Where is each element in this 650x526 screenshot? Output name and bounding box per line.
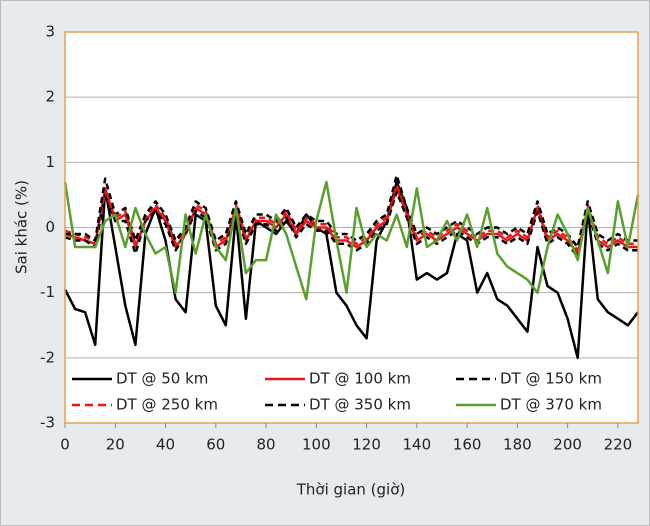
x-tick-label: 200: [553, 436, 582, 454]
x-tick-label: 140: [403, 436, 432, 454]
x-tick-label: 120: [352, 436, 381, 454]
x-tick-label: 0: [60, 436, 70, 454]
y-tick-label: 2: [45, 88, 55, 106]
plot-border: [64, 31, 639, 424]
series-line: [65, 174, 638, 249]
y-tick-label: 3: [45, 23, 55, 41]
legend-label: DT @ 50 km: [116, 370, 208, 388]
y-axis-label: Sai khác (%): [13, 180, 31, 274]
legend-label: DT @ 150 km: [500, 370, 602, 388]
x-tick-label: 40: [156, 436, 175, 454]
x-tick-label: 60: [206, 436, 225, 454]
x-tick-label: 80: [257, 436, 276, 454]
legend-label: DT @ 250 km: [116, 396, 218, 414]
legend: [69, 365, 635, 419]
y-tick-label: 0: [45, 218, 55, 236]
lines: [63, 174, 640, 360]
y-tick-label: 1: [45, 153, 55, 171]
y-tick-label: -1: [40, 283, 55, 301]
x-tick-label: 220: [604, 436, 633, 454]
legend-label: DT @ 370 km: [500, 396, 602, 414]
y-tick-label: -2: [40, 348, 55, 366]
legend-items: DT @ 50 km DT @ 100 km DT @ 150 km DT @ 250…: [72, 370, 602, 414]
x-tick-label: 160: [453, 436, 482, 454]
x-axis-label: Thời gian (giờ): [296, 481, 406, 499]
legend-label: DT @ 100 km: [309, 370, 411, 388]
legend-label: DT @ 350 km: [309, 396, 411, 414]
x-tick-label: 100: [302, 436, 331, 454]
x-tick-label: 20: [106, 436, 125, 454]
x-tick-label: 180: [503, 436, 532, 454]
series-line: [63, 180, 640, 301]
ticks: -3 -2 -1 0 1 2 3 0 20 40 60 80 100 120 140 160 180 200 220: [40, 23, 632, 454]
y-tick-label: -3: [40, 414, 55, 432]
